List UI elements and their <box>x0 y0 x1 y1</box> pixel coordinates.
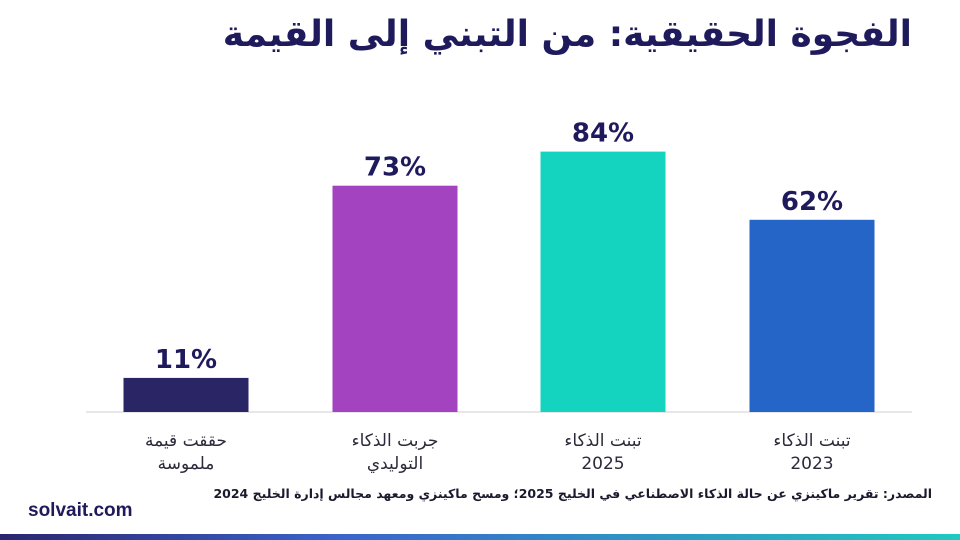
bar-value-label-2: 73% <box>364 153 426 183</box>
chart-title: الفجوة الحقيقية: من التبني إلى القيمة <box>222 14 912 55</box>
category-label-3-line-2: 2025 <box>581 454 624 474</box>
category-label-1-line-2: ملموسة <box>158 454 215 474</box>
source-note: المصدر: تقرير ماكينزي عن حالة الذكاء الا… <box>213 486 932 501</box>
category-label-4-line-1: تبنت الذكاء <box>773 431 850 451</box>
brand-url[interactable]: solvait.com <box>28 500 133 521</box>
bar-4 <box>749 219 875 412</box>
bottom-accent-bar <box>0 534 960 540</box>
category-label-2-line-1: جربت الذكاء <box>352 431 439 451</box>
bar-3 <box>540 151 666 412</box>
bar-value-label-4: 62% <box>781 187 843 217</box>
category-label-4-line-2: 2023 <box>790 454 833 474</box>
bar-chart: 11% حققت قيمة ملموسة 73% جربت الذكاء التوليدي… <box>86 119 912 474</box>
category-label-3-line-1: تبنت الذكاء <box>564 431 641 451</box>
bar-1 <box>123 377 249 412</box>
bar-value-label-1: 11% <box>155 345 217 375</box>
category-label-1-line-1: حققت قيمة <box>145 431 227 451</box>
bar-value-label-3: 84% <box>572 119 634 149</box>
category-label-2-line-2: التوليدي <box>367 454 423 474</box>
bar-2 <box>332 185 458 412</box>
